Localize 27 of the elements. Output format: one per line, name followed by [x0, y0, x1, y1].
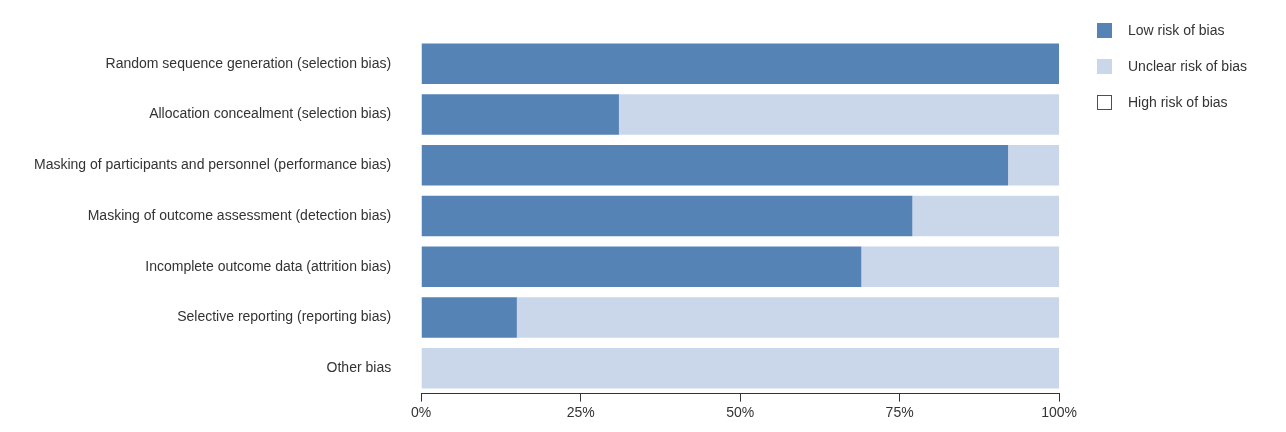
y-tick-label: Masking of participants and personnel (performance bias) [34, 156, 392, 173]
bar [516, 297, 1060, 338]
y-tick-label: Other bias [326, 359, 392, 376]
x-tick-label: 75% [885, 403, 914, 420]
x-tick-label: 100% [1041, 403, 1077, 420]
bar [618, 94, 1060, 135]
bar [421, 43, 1060, 85]
y-tick-label: Random sequence generation (selection bias) [105, 54, 392, 71]
bar [421, 195, 913, 237]
x-tick-label: 0% [411, 403, 432, 420]
y-tick-label: Selective reporting (reporting bias) [177, 308, 392, 325]
legend-label: Unclear risk of bias [1128, 58, 1248, 74]
bar [421, 347, 1060, 389]
bar [421, 246, 862, 288]
bar [1008, 144, 1060, 186]
y-tick-label: Allocation concealment (selection bias) [149, 105, 392, 122]
bar [912, 195, 1060, 237]
bar [421, 94, 619, 135]
x-tick-label: 50% [726, 403, 755, 420]
legend-label: High risk of bias [1128, 94, 1228, 110]
y-tick-label: Incomplete outcome data (attrition bias) [145, 257, 392, 274]
bar [861, 246, 1060, 288]
legend-label: Low risk of bias [1128, 22, 1225, 38]
x-tick-label: 25% [566, 403, 595, 420]
bar [421, 297, 517, 338]
bar [421, 144, 1009, 186]
y-tick-label: Masking of outcome assessment (detection bias) [87, 206, 392, 223]
